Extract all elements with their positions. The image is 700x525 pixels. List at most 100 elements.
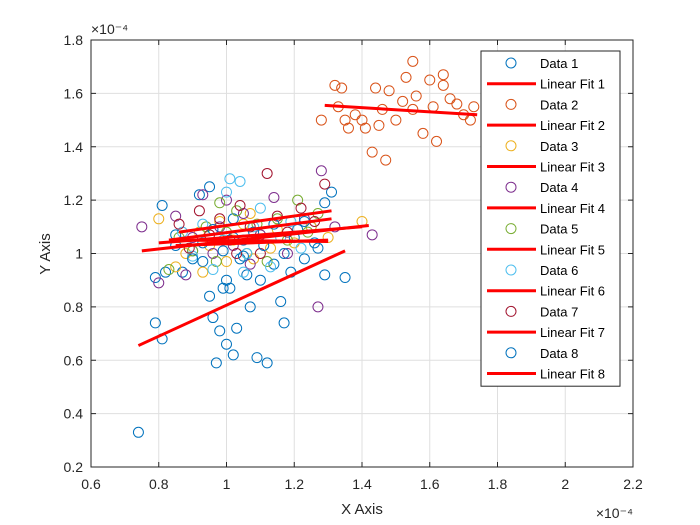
data-point bbox=[176, 266, 188, 278]
data-point bbox=[207, 264, 219, 276]
data-point bbox=[339, 272, 351, 284]
data-point bbox=[468, 101, 480, 113]
legend-marker bbox=[505, 347, 517, 359]
data-point bbox=[193, 189, 205, 201]
linear-fit-line-7 bbox=[178, 209, 332, 234]
data-point bbox=[221, 338, 232, 350]
legend: Data 1 Linear Fit 1 Data 2 Linear Fit 2 Data… bbox=[480, 50, 621, 387]
data-point bbox=[329, 79, 341, 91]
data-point bbox=[437, 79, 449, 91]
data-point bbox=[187, 253, 199, 265]
data-point bbox=[366, 146, 378, 158]
data-point bbox=[237, 266, 249, 278]
data-point bbox=[265, 261, 277, 273]
data-point bbox=[254, 202, 266, 214]
data-point bbox=[221, 274, 232, 286]
data-point bbox=[278, 317, 290, 329]
legend-label: Linear Fit 6 bbox=[540, 284, 605, 299]
data-point bbox=[244, 258, 256, 270]
data-point bbox=[163, 264, 175, 276]
data-point bbox=[149, 272, 161, 284]
y-tick-label: 0.6 bbox=[64, 352, 84, 368]
legend-label: Data 2 bbox=[540, 97, 578, 112]
data-point bbox=[217, 245, 229, 257]
data-point bbox=[244, 207, 256, 219]
data-point bbox=[210, 357, 222, 369]
data-point bbox=[251, 352, 263, 364]
y-tick-label: 1 bbox=[75, 246, 83, 262]
data-point bbox=[431, 135, 443, 147]
legend-label: Data 8 bbox=[540, 346, 578, 361]
data-point bbox=[312, 301, 324, 313]
y-tick-label: 0.8 bbox=[64, 299, 84, 315]
data-point bbox=[156, 199, 168, 211]
data-point bbox=[268, 258, 280, 270]
linear-fit-line-8 bbox=[175, 238, 329, 247]
x-tick-label: 0.8 bbox=[149, 476, 169, 492]
data-point bbox=[295, 242, 307, 254]
linear-fit-line-1 bbox=[137, 249, 346, 347]
data-point bbox=[349, 109, 361, 121]
data-point bbox=[160, 266, 172, 278]
data-point bbox=[359, 122, 371, 134]
data-point bbox=[261, 357, 273, 369]
legend-label: Linear Fit 7 bbox=[540, 325, 605, 340]
data-point bbox=[231, 248, 243, 259]
data-point bbox=[315, 165, 327, 177]
data-point bbox=[410, 90, 422, 102]
data-point bbox=[136, 221, 148, 233]
linear-fit-line-5 bbox=[168, 217, 332, 242]
data-point bbox=[227, 349, 239, 361]
data-point bbox=[390, 114, 402, 126]
data-point bbox=[234, 253, 246, 265]
legend-marker bbox=[505, 57, 517, 69]
linear-fit-line-2 bbox=[324, 103, 478, 117]
tick-labels: 0.6 0.8 1 1.2 1.4 1.6 1.8 2 2.2 0.2 0.4 0.6 0.8 1 1.2 1… bbox=[64, 32, 643, 492]
data-point bbox=[132, 426, 144, 438]
data-point bbox=[281, 248, 293, 259]
legend-box bbox=[480, 50, 621, 387]
legend-label: Linear Fit 2 bbox=[540, 118, 605, 133]
y-tick-label: 1.6 bbox=[64, 85, 84, 101]
y-axis-label: Y Axis bbox=[37, 233, 54, 274]
data-point bbox=[221, 186, 232, 198]
data-point bbox=[197, 256, 209, 268]
data-point bbox=[248, 253, 260, 265]
legend-label: Linear Fit 3 bbox=[540, 160, 605, 175]
data-point bbox=[231, 205, 243, 217]
data-point bbox=[298, 253, 310, 265]
x-tick-label: 1.4 bbox=[352, 476, 372, 492]
legend-label: Data 3 bbox=[540, 139, 578, 154]
data-point bbox=[322, 231, 334, 243]
data-point bbox=[214, 197, 226, 209]
data-point bbox=[204, 290, 216, 302]
data-point bbox=[319, 269, 331, 281]
data-point bbox=[234, 175, 246, 187]
legend-label: Linear Fit 4 bbox=[540, 201, 605, 216]
data-point bbox=[153, 277, 165, 289]
data-point bbox=[237, 250, 249, 262]
data-point bbox=[383, 85, 395, 97]
data-point bbox=[214, 213, 226, 225]
x-tick-label: 1 bbox=[223, 476, 231, 492]
data-point bbox=[197, 266, 209, 278]
data-point bbox=[312, 242, 324, 254]
data-point bbox=[244, 301, 256, 313]
x-tick-label: 2.2 bbox=[623, 476, 643, 492]
data-point bbox=[407, 55, 419, 67]
x-tick-label: 2 bbox=[561, 476, 569, 492]
data-point bbox=[204, 181, 216, 193]
data-point bbox=[336, 82, 348, 94]
data-point bbox=[275, 296, 287, 308]
data-point bbox=[424, 74, 436, 86]
legend-marker bbox=[505, 264, 517, 276]
data-point bbox=[380, 154, 392, 166]
data-point bbox=[315, 114, 327, 126]
data-point bbox=[197, 189, 209, 201]
data-point bbox=[444, 93, 456, 105]
data-point bbox=[170, 261, 182, 273]
data-point bbox=[342, 122, 354, 134]
data-point bbox=[241, 269, 253, 281]
data-point bbox=[234, 199, 246, 211]
data-point bbox=[417, 127, 429, 139]
